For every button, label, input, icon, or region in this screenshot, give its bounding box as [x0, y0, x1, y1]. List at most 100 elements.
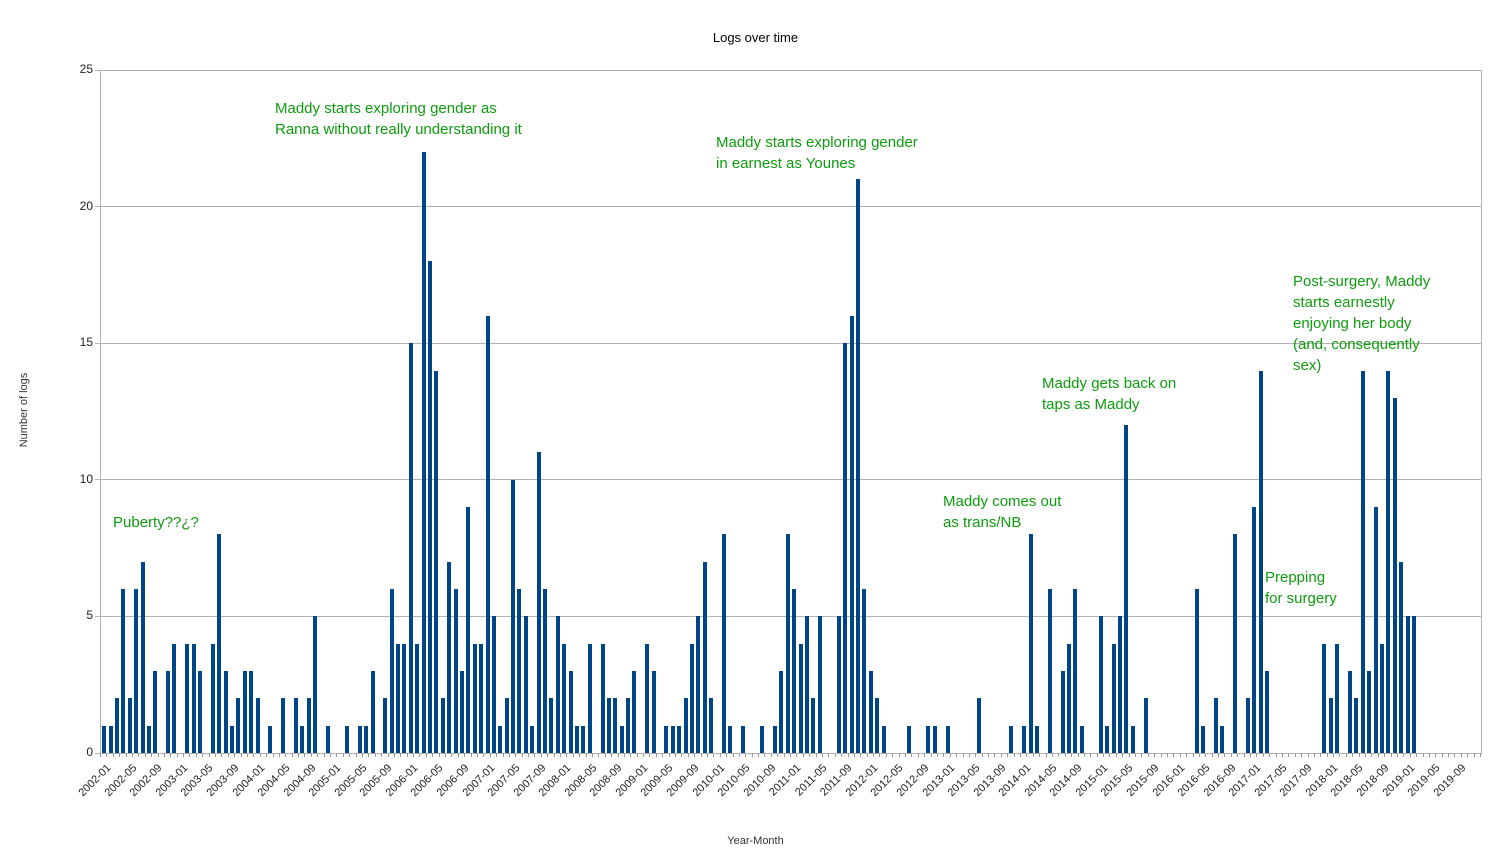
x-tick-mark [1448, 753, 1450, 757]
x-tick-mark [176, 753, 178, 757]
x-tick-mark [981, 753, 983, 757]
bar [613, 698, 618, 753]
bar [236, 698, 241, 753]
bar [466, 507, 471, 753]
x-tick-mark [713, 753, 715, 757]
x-tick-mark [994, 753, 996, 757]
bar [1328, 698, 1333, 753]
x-tick-mark [464, 753, 466, 757]
x-tick-mark [1064, 753, 1066, 757]
x-tick-mark [1071, 753, 1073, 757]
x-tick-mark [719, 753, 721, 757]
bar [530, 725, 535, 753]
bar [293, 698, 298, 753]
bar [108, 725, 113, 753]
bar [389, 589, 394, 753]
bar [1111, 643, 1116, 753]
bar [1022, 725, 1027, 753]
x-tick-mark [1109, 753, 1111, 757]
bar [606, 698, 611, 753]
bar [153, 671, 158, 753]
bar [102, 725, 107, 753]
bar [370, 671, 375, 753]
bar [862, 589, 867, 753]
x-tick-mark [1045, 753, 1047, 757]
bar [313, 616, 318, 753]
x-tick-mark [1039, 753, 1041, 757]
bar [185, 643, 190, 753]
x-tick-mark [489, 753, 491, 757]
bar [357, 725, 362, 753]
x-tick-mark [1396, 753, 1398, 757]
bar [1066, 643, 1071, 753]
bar [881, 725, 886, 753]
x-tick-mark [1435, 753, 1437, 757]
x-tick-mark [892, 753, 894, 757]
x-tick-mark [898, 753, 900, 757]
bar [626, 698, 631, 753]
x-tick-mark [1403, 753, 1405, 757]
x-tick-mark [425, 753, 427, 757]
x-tick-mark [406, 753, 408, 757]
bar [447, 561, 452, 753]
x-tick-mark [655, 753, 657, 757]
x-tick-mark [962, 753, 964, 757]
x-tick-mark [598, 753, 600, 757]
bar [868, 671, 873, 753]
x-tick-mark [1237, 753, 1239, 757]
bar [664, 725, 669, 753]
x-tick-mark [1326, 753, 1328, 757]
bar [1194, 589, 1199, 753]
chart-annotation: Maddy starts exploring gender in earnest… [716, 134, 918, 172]
bar [517, 589, 522, 753]
x-tick-mark [483, 753, 485, 757]
bar [421, 151, 426, 753]
x-tick-mark [1243, 753, 1245, 757]
x-tick-mark [1026, 753, 1028, 757]
x-tick-mark [131, 753, 133, 757]
x-tick-mark [751, 753, 753, 757]
x-tick-mark [623, 753, 625, 757]
x-tick-mark [1192, 753, 1194, 757]
x-tick-mark [298, 753, 300, 757]
x-tick-mark [790, 753, 791, 757]
x-tick-mark [572, 753, 574, 757]
bar [926, 725, 931, 753]
bar [619, 725, 624, 753]
x-tick-mark [349, 753, 351, 757]
bar [191, 643, 196, 753]
x-tick-mark [936, 753, 938, 757]
x-tick-mark [1205, 753, 1207, 757]
x-tick-mark [687, 753, 689, 757]
x-tick-mark [1230, 753, 1232, 757]
bar [1009, 725, 1014, 753]
chart-annotation: Post-surgery, Maddy starts earnestly enj… [1293, 273, 1431, 374]
x-tick-mark [636, 753, 638, 757]
bar [728, 725, 733, 753]
bar [198, 671, 203, 753]
y-tick-label: 20 [79, 198, 93, 213]
bar [843, 343, 848, 753]
x-tick-mark [234, 753, 236, 757]
bar [798, 643, 803, 753]
bar [792, 589, 797, 753]
x-tick-mark [451, 753, 453, 757]
bar [543, 589, 548, 753]
bar [1143, 698, 1148, 753]
x-tick-mark [387, 753, 389, 757]
x-tick-mark [259, 753, 261, 757]
x-tick-mark [1115, 753, 1117, 757]
x-tick-mark [195, 753, 197, 757]
bar [1379, 643, 1384, 753]
bar [651, 671, 656, 753]
bar [773, 725, 778, 753]
x-tick-mark [215, 753, 216, 757]
y-tick-mark [95, 752, 100, 754]
x-tick-mark [738, 753, 740, 757]
x-tick-mark [125, 753, 127, 757]
bar [1079, 725, 1084, 753]
x-tick-mark [1288, 753, 1290, 757]
x-tick-mark [1096, 753, 1098, 757]
bar [1047, 589, 1052, 753]
x-tick-mark [291, 753, 293, 757]
